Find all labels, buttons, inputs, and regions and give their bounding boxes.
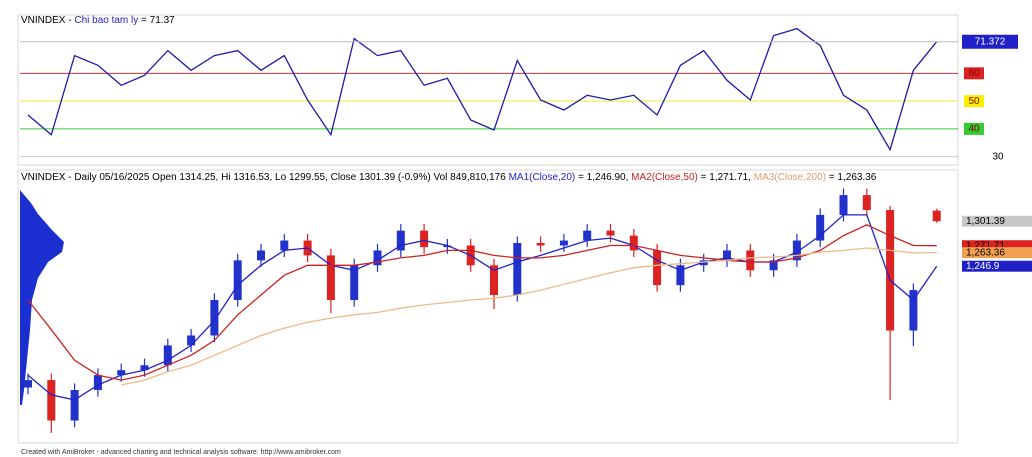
candle-body <box>257 250 265 261</box>
price-tag-label: 1,301.39 <box>966 216 1005 227</box>
y-tick-label: 30 <box>992 151 1004 162</box>
candle-body <box>93 375 102 390</box>
title-part: VNINDEX - <box>21 15 74 26</box>
volume-profile <box>20 190 64 405</box>
candle-body <box>816 214 825 241</box>
moving-average <box>121 247 937 386</box>
candle-body <box>583 230 592 241</box>
candle-body <box>723 250 731 261</box>
title-part: = 71.37 <box>138 15 175 26</box>
candle-body <box>513 243 522 296</box>
candle-body <box>24 380 32 388</box>
title-part: Chi bao tam ly <box>74 15 138 26</box>
price-tag <box>962 260 1032 272</box>
indicator-panel <box>17 14 959 166</box>
candle-body <box>769 260 778 271</box>
candle-body <box>233 260 242 300</box>
candle-body <box>280 240 289 251</box>
title-part: MA1(Close,20) <box>509 172 576 183</box>
candle-body <box>559 240 568 246</box>
footer: Created with AmiBroker - advanced charti… <box>21 449 341 456</box>
y-tick-label: 50 <box>968 96 980 107</box>
candle-body <box>792 240 801 261</box>
candle-body <box>117 370 126 376</box>
tick-box <box>964 67 984 80</box>
title-part: MA3(Close,200) <box>754 172 826 183</box>
candle-body <box>629 235 638 251</box>
price-tag <box>962 240 1032 252</box>
candle-body <box>140 365 149 371</box>
moving-average <box>27 224 937 381</box>
candle-body <box>210 299 219 336</box>
candle-body <box>653 250 662 286</box>
title-part: MA2(Close,50) <box>631 172 698 183</box>
y-tick-label: 60 <box>968 68 980 79</box>
candle-body <box>606 230 615 236</box>
tick-box <box>964 122 984 135</box>
candle-body <box>746 250 755 271</box>
candle-body <box>420 230 429 248</box>
price-tag-label: 1,263.36 <box>966 247 1005 258</box>
candle-body <box>373 250 382 266</box>
indicator-line <box>27 27 938 152</box>
candle-body <box>862 195 871 210</box>
candle-body <box>326 255 335 300</box>
title-part: = 1,271.71, <box>698 172 754 183</box>
candle-body <box>187 335 196 346</box>
candle-body <box>443 245 452 248</box>
price-tag <box>962 247 1032 259</box>
indicator-title: VNINDEX - Chi bao tam ly = 71.37 <box>21 15 175 26</box>
candle-body <box>490 265 498 296</box>
title-part: = 1,263.36 <box>826 172 877 183</box>
candle-body <box>839 195 848 215</box>
last-value-label: 71.372 <box>975 36 1006 47</box>
candle-body <box>163 345 172 366</box>
candle-body <box>699 260 708 266</box>
price-tag <box>962 215 1032 227</box>
moving-average <box>27 214 938 401</box>
price-tag-label: 1,246.9 <box>966 261 1000 272</box>
title-part: VNINDEX - Daily 05/16/2025 Open 1314.25,… <box>21 172 509 183</box>
candle-body <box>676 265 685 286</box>
candle-body <box>70 389 79 421</box>
candle-body <box>47 380 56 421</box>
candle-body <box>886 209 895 331</box>
title-part: = 1,246.90, <box>575 172 631 183</box>
candle-body <box>909 290 918 331</box>
tick-box <box>964 95 984 108</box>
price-tag-label: 1,271.71 <box>966 240 1005 251</box>
y-tick-label: 40 <box>968 124 980 135</box>
last-value-box <box>962 34 1018 49</box>
price-panel <box>17 169 959 444</box>
price-title: VNINDEX - Daily 05/16/2025 Open 1314.25,… <box>21 172 877 183</box>
candle-body <box>932 210 941 222</box>
candle-body <box>396 230 405 251</box>
candle-body <box>350 265 359 300</box>
candle-body <box>536 243 545 246</box>
